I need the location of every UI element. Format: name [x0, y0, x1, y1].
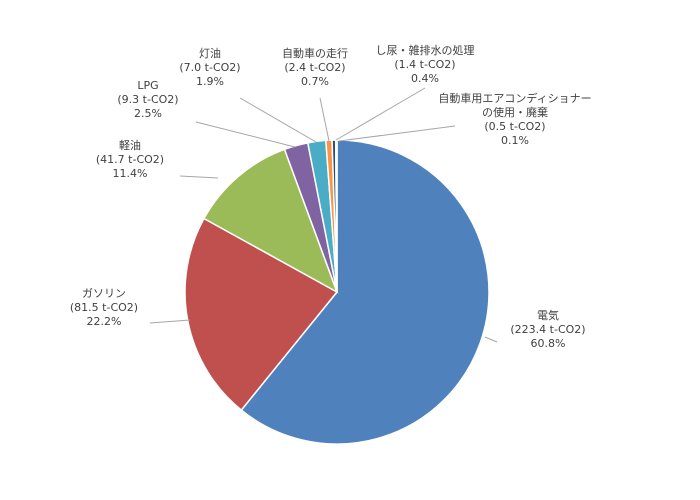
leader-line-1 [149, 319, 191, 324]
pie-slice-2 [202, 148, 339, 294]
pie-slice-0 [240, 139, 490, 445]
slice-label-4: 灯油(7.0 t-CO2)1.9% [179, 46, 240, 88]
leader-line-4 [239, 97, 317, 143]
slice-label-1: ガソリン(81.5 t-CO2)22.2% [70, 287, 138, 328]
slice-name-5: 自動車の走行 [282, 46, 348, 60]
leader-line-6 [335, 87, 426, 141]
slice-percent-6: 0.4% [411, 72, 439, 85]
slice-value-1: (81.5 t-CO2) [70, 301, 138, 314]
slice-name-3: LPG [137, 79, 158, 92]
slice-percent-5: 0.7% [301, 75, 329, 88]
leader-line-7 [338, 125, 456, 142]
slice-name-0: 電気 [537, 308, 559, 322]
slice-label-3: LPG(9.3 t-CO2)2.5% [117, 79, 178, 120]
slice-percent-2: 11.4% [113, 167, 148, 180]
slice-name-7: 自動車用エアコンディショナー [438, 91, 591, 105]
slice-name-6: し尿・雑排水の処理 [376, 43, 475, 57]
slice-percent-1: 22.2% [87, 315, 122, 328]
slice-value-6: (1.4 t-CO2) [394, 58, 455, 71]
slice-label-5: 自動車の走行(2.4 t-CO2)0.7% [282, 46, 348, 88]
slice-percent-7: 0.1% [501, 134, 529, 147]
slice-percent-3: 2.5% [134, 107, 162, 120]
leader-line-2 [179, 175, 219, 179]
slice-value-7: (0.5 t-CO2) [484, 120, 545, 133]
slice-percent-4: 1.9% [196, 75, 224, 88]
slice-label-6: し尿・雑排水の処理(1.4 t-CO2)0.4% [376, 43, 475, 85]
slice-name-1: ガソリン [82, 287, 126, 300]
slice-label-0: 電気(223.4 t-CO2)60.8% [510, 308, 585, 350]
slice-name-4: 灯油 [199, 46, 221, 60]
slice-value-3: (9.3 t-CO2) [117, 93, 178, 106]
slice-value-4: (7.0 t-CO2) [179, 61, 240, 74]
leader-line-3 [195, 121, 296, 148]
slice-percent-0: 60.8% [531, 337, 566, 350]
slice-value-0: (223.4 t-CO2) [510, 323, 585, 336]
leader-line-5 [319, 97, 330, 142]
pie-slice-1 [184, 217, 339, 412]
slice-value-5: (2.4 t-CO2) [284, 61, 345, 74]
slice-value-2: (41.7 t-CO2) [96, 153, 164, 166]
slice-name-2: 軽油 [119, 138, 141, 152]
slice-name-7: の使用・廃棄 [482, 105, 548, 119]
leader-line-0 [484, 336, 498, 343]
slice-label-2: 軽油(41.7 t-CO2)11.4% [96, 138, 164, 180]
